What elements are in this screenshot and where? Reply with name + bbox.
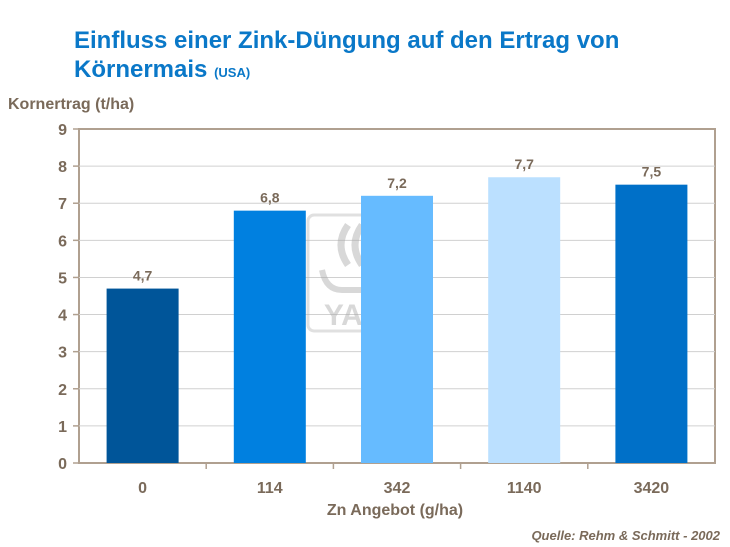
data-label: 7,7 xyxy=(514,156,534,172)
x-tick-label: 114 xyxy=(257,480,283,497)
data-label: 6,8 xyxy=(260,190,280,206)
x-tick-label: 0 xyxy=(138,480,147,497)
bar-0 xyxy=(106,288,179,463)
x-tick-label: 1140 xyxy=(507,480,542,497)
y-tick-label: 7 xyxy=(58,196,67,213)
y-axis-label: Kornertrag (t/ha) xyxy=(8,96,135,113)
y-tick-label: 5 xyxy=(58,270,67,287)
data-label: 7,5 xyxy=(642,164,662,180)
y-tick-label: 4 xyxy=(58,308,67,325)
data-label: 4,7 xyxy=(133,268,153,284)
bar-3420 xyxy=(615,184,688,463)
data-label: 7,2 xyxy=(387,175,407,191)
y-tick-label: 1 xyxy=(58,419,67,436)
y-tick-label: 0 xyxy=(58,456,67,473)
source-note: Quelle: Rehm & Schmitt - 2002 xyxy=(531,528,720,543)
y-tick-label: 2 xyxy=(58,382,67,399)
bar-114 xyxy=(233,210,306,463)
x-tick-label: 3420 xyxy=(634,480,670,497)
y-tick-label: 3 xyxy=(58,345,67,362)
y-tick-label: 6 xyxy=(58,233,67,250)
bar-342 xyxy=(361,195,433,464)
title-suffix: (USA) xyxy=(214,65,251,80)
y-tick-label: 9 xyxy=(58,122,67,139)
bar-1140 xyxy=(488,177,561,463)
x-tick-label: 342 xyxy=(384,480,411,497)
x-axis-label: Zn Angebot (g/ha) xyxy=(326,502,464,519)
chart-title: Einfluss einer Zink-Düngung auf den Ertr… xyxy=(74,27,620,83)
y-tick-label: 8 xyxy=(58,159,67,176)
